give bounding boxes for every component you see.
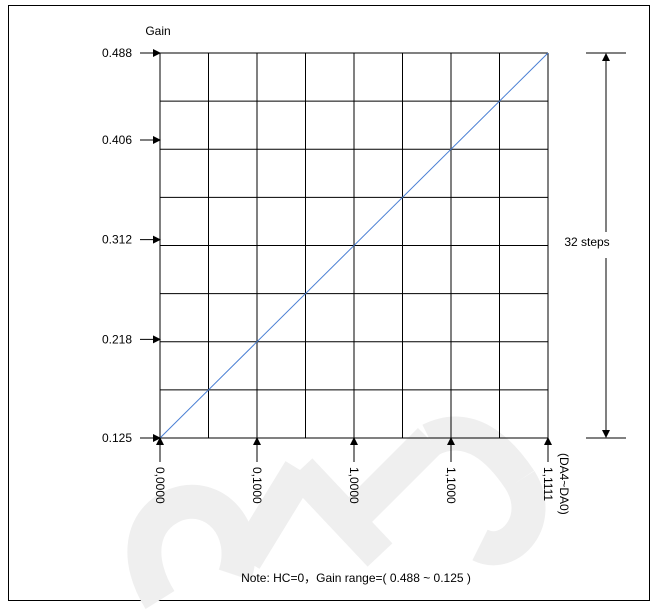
y-axis-ticks: 0.488 0.406 0.312 0.218 0.125	[102, 46, 161, 445]
note-text: Note: HC=0，Gain range=( 0.488 ~ 0.125 )	[241, 571, 471, 585]
steps-annotation	[586, 52, 626, 439]
x-tick-label: 0,0000	[153, 467, 167, 504]
y-tick-label: 0.406	[102, 133, 132, 147]
y-tick-label: 0.488	[102, 46, 132, 60]
x-tick-label: 1,0000	[347, 467, 361, 504]
grid	[159, 52, 549, 439]
x-axis-label: (DA4~DA0)	[557, 453, 571, 515]
x-axis-ticks: 0,0000 0,1000 1,0000 1,1000 1,1111	[153, 437, 555, 504]
y-axis-label: Gain	[145, 24, 170, 38]
figure-frame	[8, 5, 650, 601]
y-tick-label: 0.218	[102, 332, 132, 346]
y-tick-label: 0.125	[102, 431, 132, 445]
gain-series-line	[159, 52, 549, 439]
x-tick-label: 1,1111	[541, 467, 555, 501]
y-tick-label: 0.312	[102, 233, 132, 247]
series-layer	[159, 52, 549, 439]
x-tick-label: 1,1000	[444, 467, 458, 504]
x-tick-label: 0,1000	[250, 467, 264, 504]
steps-label: 32 steps	[564, 235, 609, 249]
